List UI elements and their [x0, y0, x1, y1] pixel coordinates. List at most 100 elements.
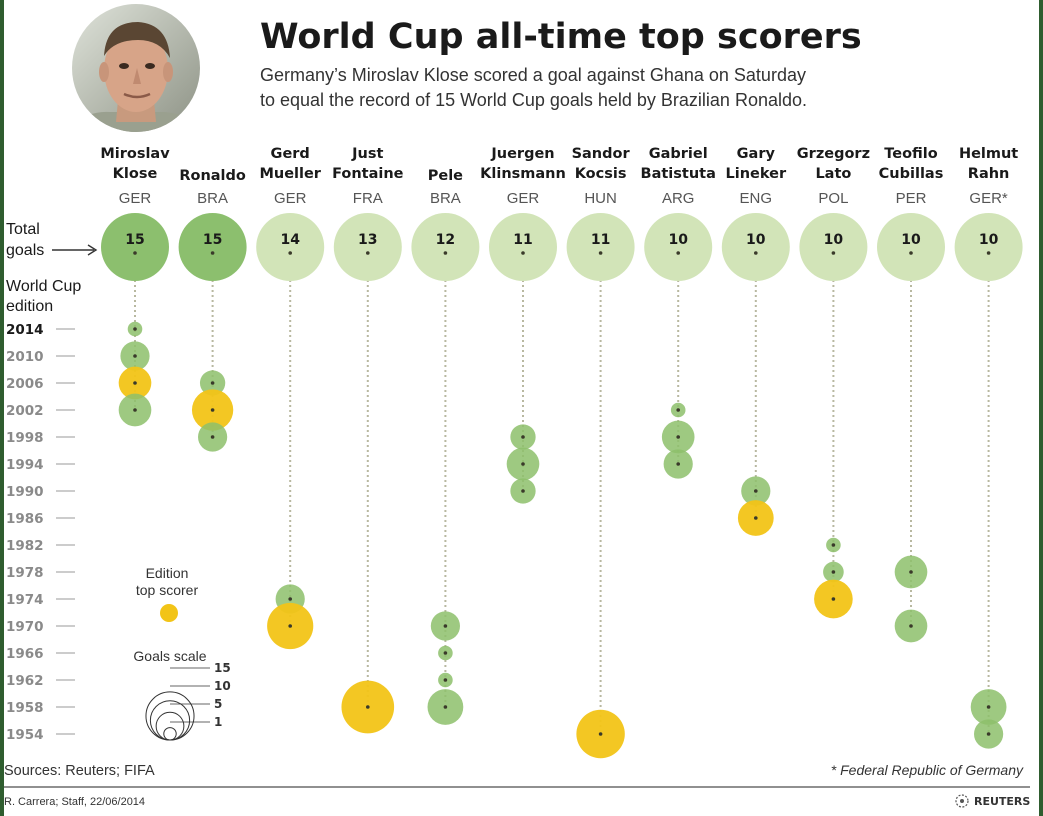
sources-note: Sources: Reuters; FIFA — [4, 763, 155, 779]
edition-marker-dot — [754, 516, 758, 520]
player-name: Helmut — [959, 146, 1018, 162]
year-label-1998: 1998 — [6, 430, 44, 446]
year-label-2014: 2014 — [6, 322, 44, 338]
player-name: Teofilo — [884, 146, 937, 162]
player-name: Lato — [815, 166, 851, 182]
player-name: Rahn — [968, 166, 1010, 182]
total-goals-circle — [721, 213, 790, 281]
credit-line: R. Carrera; Staff, 22/06/2014 — [4, 796, 145, 808]
total-goals-value: 10 — [901, 232, 921, 248]
scale-circle — [163, 727, 177, 741]
total-marker-dot — [598, 251, 603, 255]
total-marker-dot — [521, 251, 525, 255]
player-column: Ronaldo BRA 15 — [178, 168, 247, 452]
year-label-1982: 1982 — [6, 538, 44, 554]
edition-marker-dot — [210, 435, 215, 439]
player-name: Batistuta — [641, 166, 716, 182]
right-edge-bar — [1039, 0, 1043, 816]
total-marker-dot — [366, 251, 370, 255]
total-goals-value: 15 — [125, 232, 144, 248]
year-label-1954: 1954 — [6, 727, 44, 743]
year-label-2010: 2010 — [6, 349, 44, 365]
scale-value-label: 5 — [214, 697, 222, 711]
year-label-1966: 1966 — [6, 646, 44, 662]
player-column: Teofilo Cubillas PER 10 — [877, 146, 945, 643]
arrow-icon — [52, 244, 98, 256]
player-country: PER — [896, 190, 927, 207]
total-goals-circle — [877, 213, 945, 281]
edition-marker-dot — [133, 354, 137, 358]
edition-marker-dot — [133, 327, 137, 331]
edition-marker-dot — [443, 705, 448, 709]
player-country: FRA — [353, 190, 383, 207]
year-label-2002: 2002 — [6, 403, 44, 419]
total-goals-value: 10 — [824, 232, 844, 248]
total-goals-circle — [333, 213, 402, 281]
year-label-1970: 1970 — [6, 619, 44, 635]
total-goals-label-line-2: goals — [6, 242, 44, 259]
total-marker-dot — [210, 251, 215, 255]
total-goals-value: 10 — [979, 232, 999, 248]
total-marker-dot — [133, 251, 137, 255]
year-label-1994: 1994 — [6, 457, 44, 473]
edition-marker-dot — [831, 543, 836, 547]
total-goals-circle — [411, 213, 480, 281]
player-name: Gerd — [271, 146, 310, 162]
edition-marker-dot — [909, 570, 913, 574]
reuters-logo-text: REUTERS — [974, 795, 1030, 808]
edition-marker-dot — [288, 597, 293, 601]
total-goals-value: 10 — [746, 232, 766, 248]
player-column: Gary Lineker ENG 10 — [721, 146, 790, 536]
edition-marker-dot — [521, 435, 525, 439]
player-name: Gabriel — [649, 146, 708, 162]
edition-marker-dot — [831, 570, 836, 574]
player-name: Grzegorz — [797, 146, 870, 162]
edition-marker-dot — [133, 408, 137, 412]
legend-top-scorer-line-1: Edition — [146, 565, 189, 581]
edition-marker-dot — [521, 489, 525, 493]
total-goals-value: 10 — [668, 232, 688, 248]
scale-value-label: 10 — [214, 679, 231, 693]
total-goals-circle — [799, 213, 868, 281]
total-goals-value: 15 — [203, 232, 222, 248]
edition-marker-dot — [521, 462, 525, 466]
total-goals-value: 11 — [591, 232, 610, 248]
player-column: Gabriel Batistuta ARG 10 — [641, 146, 716, 479]
total-goals-label-line-1: Total — [6, 221, 40, 238]
player-column: Helmut Rahn GER* 10 — [954, 146, 1023, 749]
player-name: Kocsis — [575, 166, 627, 182]
total-goals-value: 12 — [436, 232, 455, 248]
edition-marker-dot — [986, 732, 991, 736]
edition-marker-dot — [676, 408, 680, 412]
total-marker-dot — [288, 251, 293, 255]
total-marker-dot — [443, 251, 448, 255]
edition-label-line-1: World Cup — [6, 278, 81, 295]
total-goals-circle — [178, 213, 247, 281]
year-label-1974: 1974 — [6, 592, 44, 608]
chart-title: World Cup all-time top scorers — [260, 17, 862, 57]
chart-subtitle-line-1: Germany’s Miroslav Klose scored a goal a… — [260, 65, 806, 85]
total-marker-dot — [909, 251, 913, 255]
footnote: * Federal Republic of Germany — [831, 762, 1024, 778]
scale-value-label: 15 — [214, 661, 231, 675]
legend-top-scorer-line-2: top scorer — [136, 582, 199, 598]
total-marker-dot — [831, 251, 836, 255]
player-portrait-photo — [72, 4, 200, 132]
player-column: Gerd Mueller GER 14 — [256, 146, 325, 650]
total-goals-value: 11 — [513, 232, 532, 248]
total-goals-circle — [644, 213, 713, 281]
player-name: Miroslav — [100, 146, 170, 162]
edition-marker-dot — [133, 381, 137, 385]
total-marker-dot — [986, 251, 991, 255]
player-country: GER — [274, 190, 307, 207]
edition-marker-dot — [443, 651, 448, 655]
total-goals-circle — [256, 213, 325, 281]
edition-marker-dot — [210, 408, 215, 412]
player-country: POL — [818, 190, 848, 207]
player-name: Gary — [737, 146, 776, 162]
player-name: Just — [351, 146, 383, 162]
player-column: Juergen Klinsmann GER 11 — [480, 146, 566, 504]
scale-circle — [149, 700, 191, 741]
